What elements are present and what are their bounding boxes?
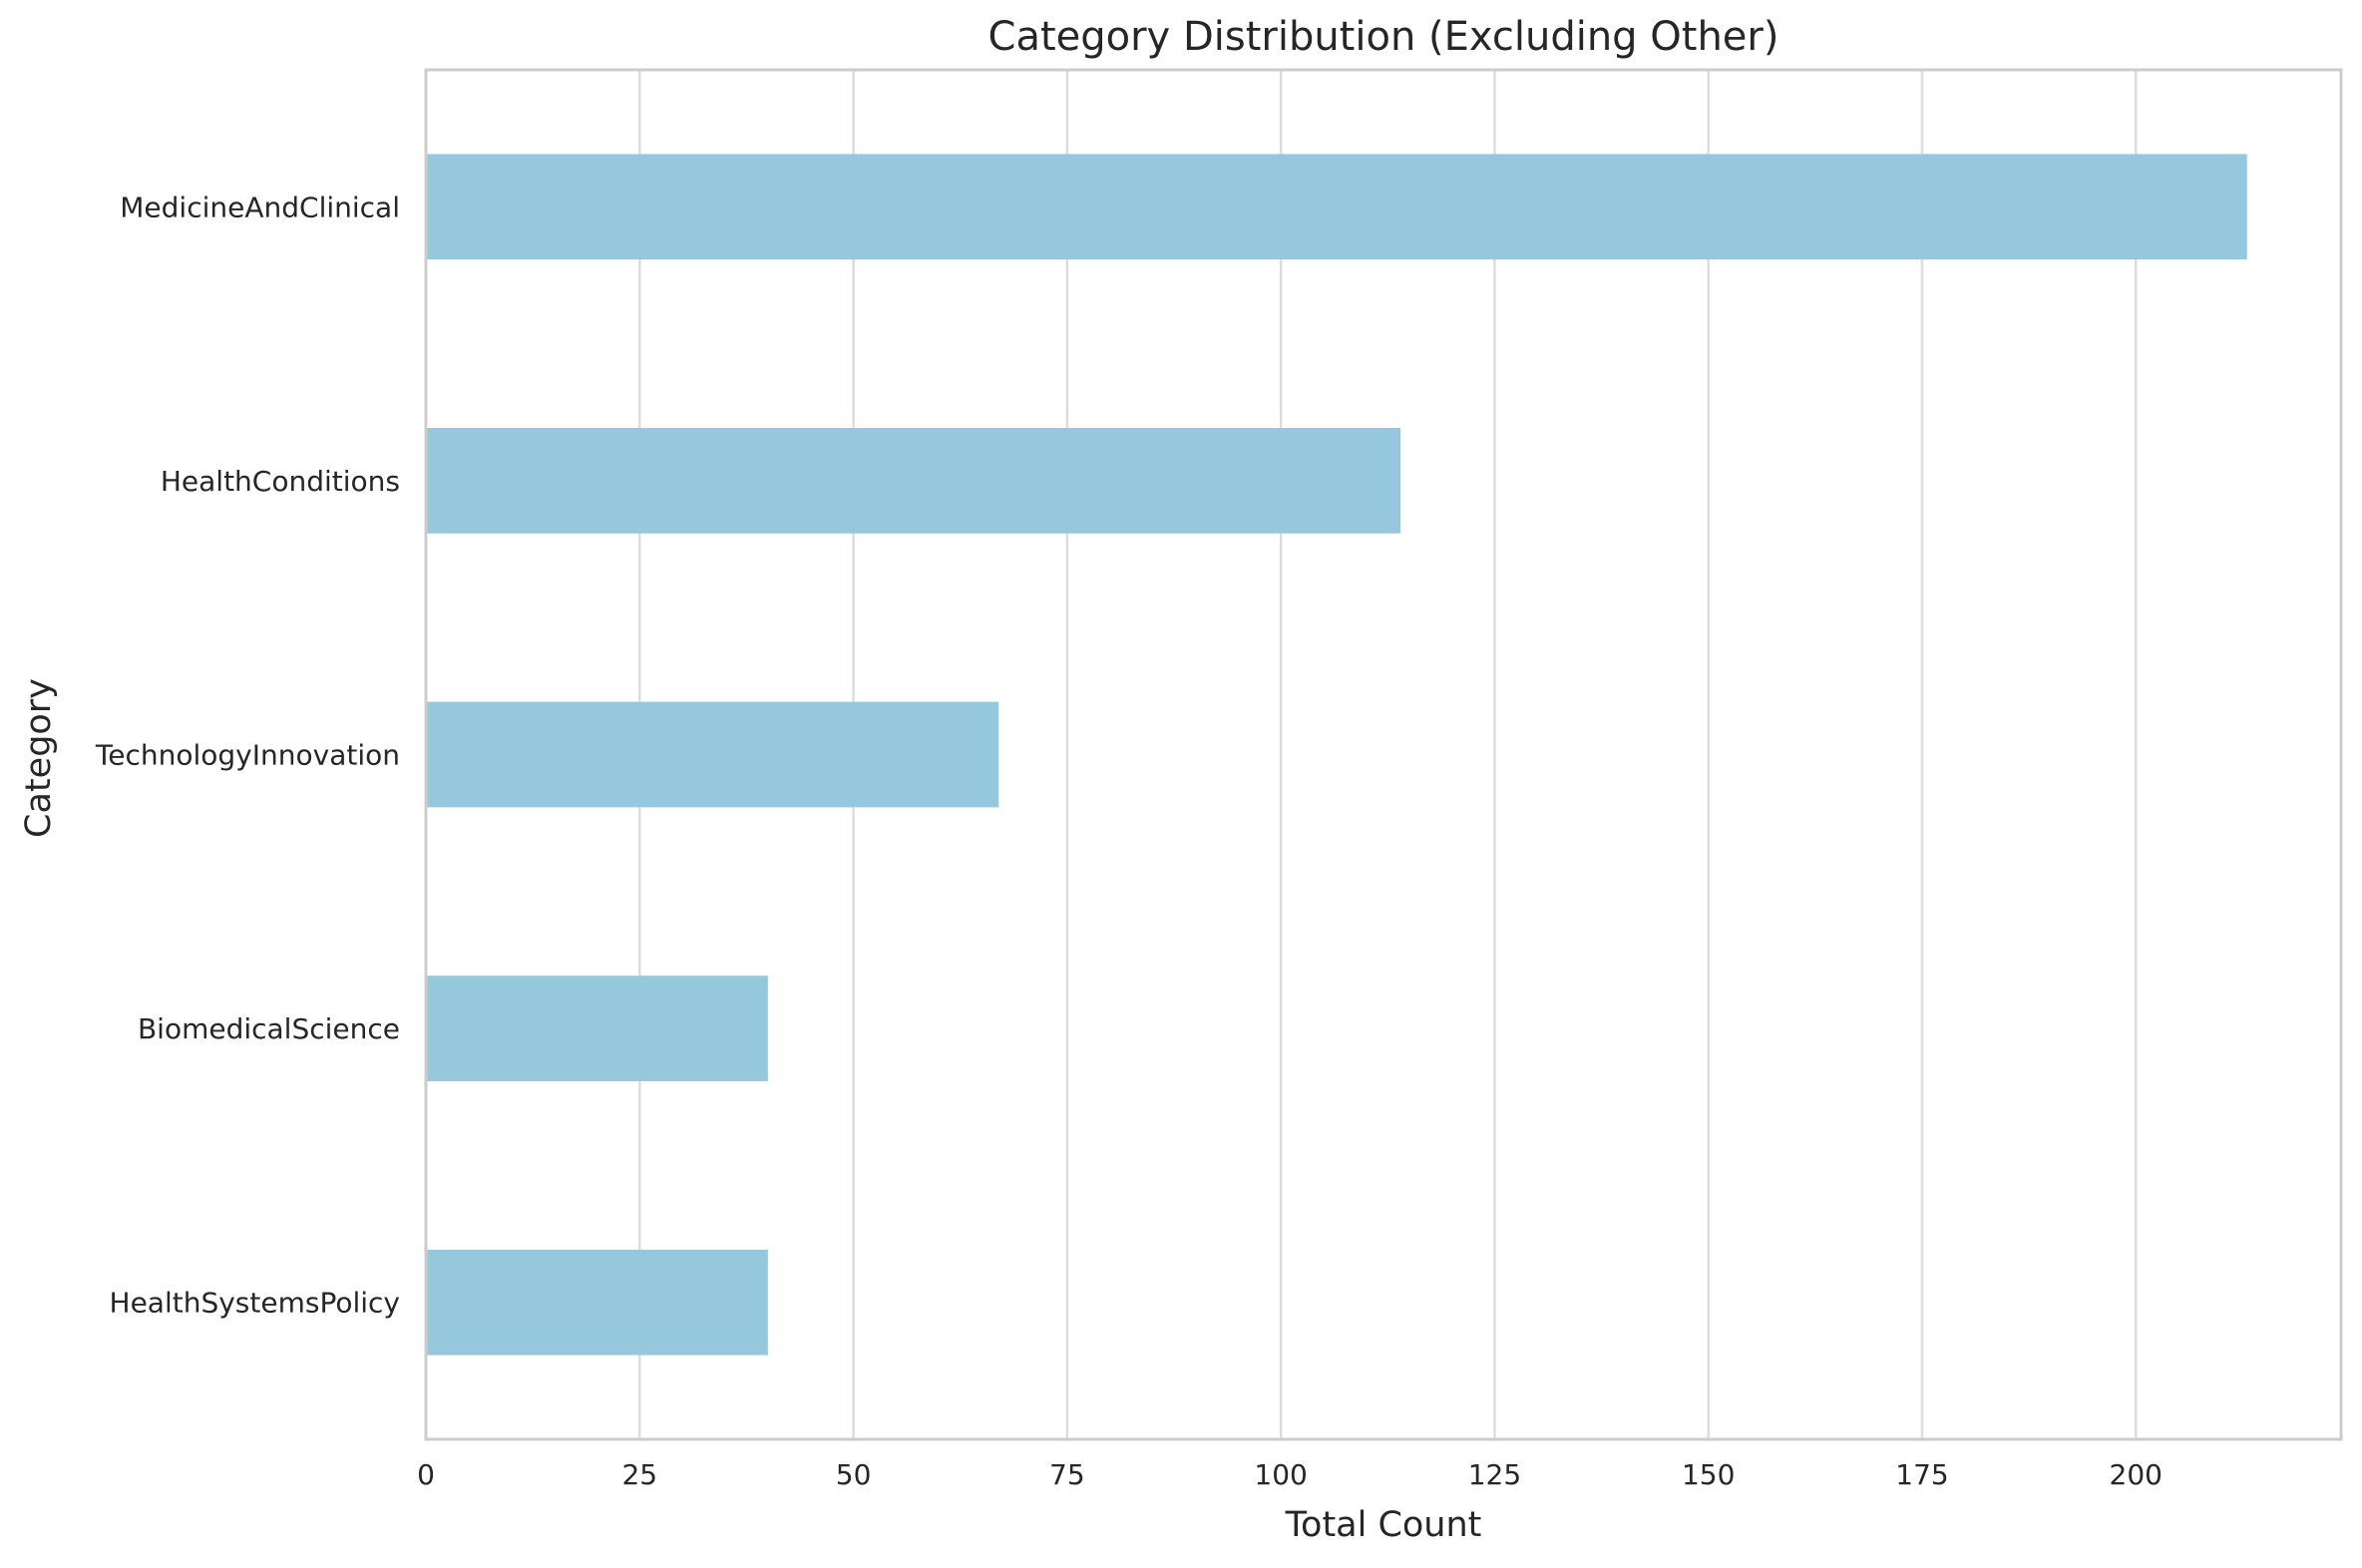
bar: [426, 976, 768, 1081]
axes-frame: [424, 68, 2343, 1441]
y-tick-label: TechnologyInnovation: [95, 739, 400, 772]
bars: [426, 154, 2247, 1356]
y-tick-label: BiomedicalScience: [138, 1012, 400, 1045]
x-tick-label: 175: [1895, 1458, 1948, 1491]
x-tick-label: 75: [1049, 1458, 1085, 1491]
x-tick-label: 200: [2110, 1458, 2163, 1491]
y-tick-label: MedicineAndClinical: [120, 191, 400, 223]
axes-spines: [424, 68, 2343, 1441]
chart-title: Category Distribution (Excluding Other): [988, 14, 1779, 60]
x-tick-label: 150: [1682, 1458, 1735, 1491]
y-tick-labels: MedicineAndClinical HealthConditions Techn…: [95, 191, 400, 1319]
x-tick-label: 25: [621, 1458, 657, 1491]
x-tick-label: 100: [1254, 1458, 1307, 1491]
bar: [426, 1249, 768, 1356]
x-tick-label: 0: [417, 1458, 435, 1491]
y-axis-label: Category: [19, 678, 59, 838]
y-tick-label: HealthConditions: [161, 465, 400, 498]
bar: [426, 428, 1401, 534]
x-tick-label: 50: [836, 1458, 872, 1491]
x-axis-label: Total Count: [1285, 1505, 1482, 1545]
bar: [426, 701, 999, 808]
x-tick-label: 125: [1468, 1458, 1521, 1491]
x-tick-labels: 0 25 50 75 100 125 150 175 200: [417, 1458, 2163, 1491]
bar: [426, 154, 2247, 260]
y-tick-label: HealthSystemsPolicy: [110, 1287, 400, 1320]
